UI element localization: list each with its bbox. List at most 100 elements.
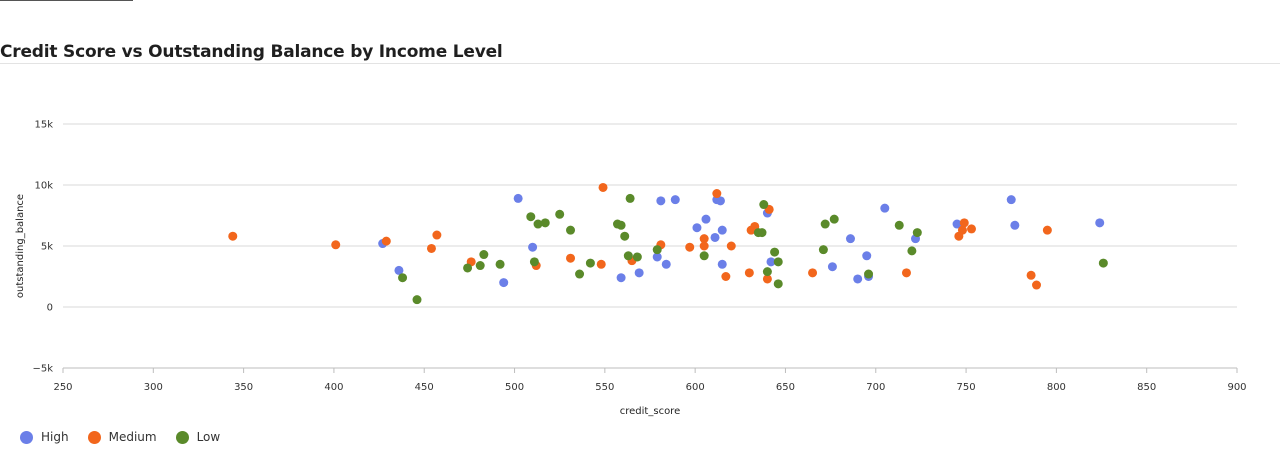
x-tick-label: 650	[776, 382, 795, 393]
data-point-high[interactable]	[717, 259, 727, 269]
data-point-low[interactable]	[894, 220, 904, 230]
data-point-medium[interactable]	[1042, 225, 1052, 235]
data-point-high[interactable]	[1006, 195, 1016, 205]
data-point-medium[interactable]	[966, 224, 976, 234]
data-point-high[interactable]	[656, 196, 666, 206]
data-point-medium[interactable]	[959, 218, 969, 228]
data-point-high[interactable]	[652, 252, 662, 262]
data-point-medium[interactable]	[1026, 270, 1036, 280]
data-point-high[interactable]	[692, 223, 702, 233]
grid-lines	[63, 123, 1237, 369]
data-point-low[interactable]	[864, 269, 874, 279]
data-point-high[interactable]	[1010, 220, 1020, 230]
data-point-low[interactable]	[820, 219, 830, 229]
data-point-high[interactable]	[710, 232, 720, 242]
data-point-high[interactable]	[715, 196, 725, 206]
data-point-high[interactable]	[661, 259, 671, 269]
data-point-medium[interactable]	[726, 241, 736, 251]
data-point-high[interactable]	[880, 203, 890, 213]
data-point-medium[interactable]	[331, 240, 341, 250]
data-point-high[interactable]	[853, 274, 863, 284]
data-point-medium[interactable]	[744, 268, 754, 278]
data-point-low[interactable]	[912, 228, 922, 238]
data-point-medium[interactable]	[808, 268, 818, 278]
data-point-low[interactable]	[398, 273, 408, 283]
data-point-low[interactable]	[699, 251, 709, 261]
data-point-high[interactable]	[1095, 218, 1105, 228]
legend-item-high[interactable]: High	[20, 430, 69, 444]
data-point-high[interactable]	[634, 268, 644, 278]
data-point-low[interactable]	[623, 251, 633, 261]
legend-item-low[interactable]: Low	[175, 430, 221, 444]
data-point-medium[interactable]	[1032, 280, 1042, 290]
legend: High Medium Low	[20, 430, 239, 444]
data-point-low[interactable]	[759, 200, 769, 210]
data-point-low[interactable]	[818, 245, 828, 255]
legend-label: High	[41, 430, 69, 444]
data-point-low[interactable]	[575, 269, 585, 279]
data-point-medium[interactable]	[596, 259, 606, 269]
data-point-medium[interactable]	[426, 243, 436, 253]
data-point-low[interactable]	[652, 245, 662, 255]
data-point-low[interactable]	[616, 220, 626, 230]
data-point-medium[interactable]	[721, 272, 731, 281]
data-point-low[interactable]	[907, 246, 917, 256]
data-point-medium[interactable]	[381, 236, 391, 246]
data-point-high[interactable]	[513, 193, 523, 203]
data-point-low[interactable]	[829, 214, 839, 224]
data-point-high[interactable]	[845, 234, 855, 244]
data-point-high[interactable]	[827, 262, 837, 272]
data-point-low[interactable]	[585, 258, 595, 268]
data-point-low[interactable]	[463, 263, 473, 273]
data-point-low[interactable]	[495, 259, 505, 269]
data-point-high[interactable]	[952, 219, 962, 229]
data-point-low[interactable]	[632, 252, 642, 262]
data-point-low[interactable]	[555, 209, 565, 219]
data-point-medium[interactable]	[762, 274, 772, 284]
data-point-medium[interactable]	[699, 241, 709, 251]
data-point-medium[interactable]	[685, 242, 695, 252]
legend-label: Low	[196, 430, 221, 444]
data-point-low[interactable]	[762, 267, 772, 277]
data-point-medium[interactable]	[432, 230, 442, 240]
data-point-low[interactable]	[533, 219, 543, 229]
data-point-high[interactable]	[862, 251, 872, 261]
data-point-low[interactable]	[1098, 258, 1108, 268]
x-tick-label: 750	[957, 382, 976, 393]
data-point-low[interactable]	[566, 225, 576, 235]
data-point-medium[interactable]	[228, 231, 238, 241]
data-point-high[interactable]	[528, 242, 538, 252]
legend-item-medium[interactable]: Medium	[87, 430, 157, 444]
x-tick-label: 900	[1227, 382, 1246, 393]
data-point-medium[interactable]	[901, 268, 911, 278]
data-point-low[interactable]	[773, 279, 783, 289]
data-point-medium[interactable]	[598, 182, 608, 192]
data-point-low[interactable]	[757, 228, 767, 238]
data-point-low[interactable]	[620, 231, 630, 241]
data-point-high[interactable]	[717, 225, 727, 235]
data-point-high[interactable]	[701, 214, 711, 224]
x-axis-label: credit_score	[620, 406, 680, 417]
data-point-medium[interactable]	[712, 189, 722, 199]
data-point-high[interactable]	[766, 257, 776, 267]
data-point-low[interactable]	[529, 257, 539, 267]
data-points	[228, 182, 1108, 305]
y-tick-label: 10k	[34, 181, 53, 192]
data-point-low[interactable]	[540, 218, 550, 228]
data-point-high[interactable]	[616, 273, 626, 283]
data-point-high[interactable]	[670, 195, 680, 205]
data-point-low[interactable]	[412, 295, 422, 305]
data-point-low[interactable]	[773, 257, 783, 267]
data-point-medium[interactable]	[957, 225, 967, 235]
data-point-high[interactable]	[394, 265, 404, 275]
data-point-high[interactable]	[499, 278, 509, 288]
data-point-low[interactable]	[479, 250, 489, 260]
data-point-low[interactable]	[475, 261, 485, 271]
data-point-low[interactable]	[770, 247, 780, 257]
data-point-medium[interactable]	[699, 234, 709, 244]
data-point-low[interactable]	[526, 212, 536, 222]
data-point-low[interactable]	[625, 193, 635, 203]
legend-label: Medium	[108, 430, 157, 444]
data-point-medium[interactable]	[566, 253, 576, 263]
